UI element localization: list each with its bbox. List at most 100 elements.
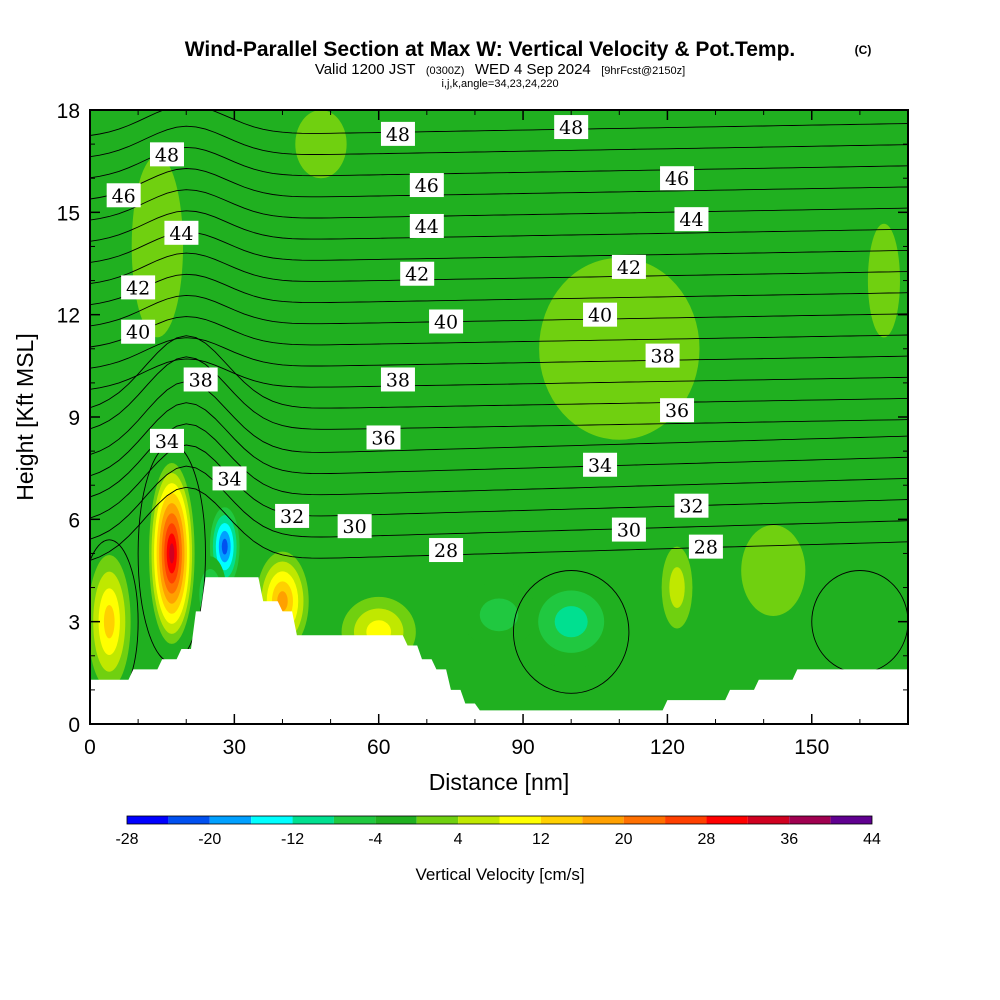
colorbar-swatch bbox=[168, 816, 210, 824]
theta-label-text: 38 bbox=[386, 369, 410, 391]
y-tick-label: 6 bbox=[68, 509, 80, 532]
theta-label-box bbox=[674, 493, 709, 518]
colorbar-swatch bbox=[292, 816, 334, 824]
theta-contour-label: 36 bbox=[660, 398, 695, 423]
theta-contour-line bbox=[90, 168, 908, 200]
velocity-feature bbox=[131, 155, 184, 338]
y-tick-label: 15 bbox=[57, 202, 80, 225]
colorbar-swatch bbox=[375, 816, 417, 824]
theta-contour-line bbox=[90, 402, 908, 477]
theta-label-box bbox=[275, 503, 310, 528]
velocity-feature bbox=[521, 574, 621, 669]
colorbar-swatch bbox=[127, 816, 169, 824]
theta-contour-label: 28 bbox=[688, 534, 723, 559]
copyright-mark: (C) bbox=[855, 43, 872, 57]
colorbar-swatch bbox=[706, 816, 748, 824]
theta-label-box bbox=[583, 302, 618, 327]
theta-contour-line bbox=[90, 252, 908, 285]
chart-title: Wind-Parallel Section at Max W: Vertical… bbox=[185, 38, 796, 61]
theta-contour-label: 46 bbox=[409, 173, 444, 198]
theta-contour-label: 40 bbox=[583, 302, 618, 327]
theta-label-text: 28 bbox=[434, 540, 458, 562]
theta-contour-label: 42 bbox=[400, 261, 435, 286]
y-tick-label: 12 bbox=[57, 305, 80, 328]
colorbar-frame bbox=[126, 815, 873, 825]
theta-label-text: 44 bbox=[169, 223, 193, 245]
colorbar-swatch bbox=[830, 816, 872, 824]
colorbar-swatch bbox=[209, 816, 252, 824]
theta-label-text: 32 bbox=[280, 506, 304, 528]
theta-contour-label: 38 bbox=[380, 367, 415, 392]
valid-prefix: Valid 1200 JST bbox=[315, 61, 416, 78]
plot-area: 48 48 48 46 46 46 44 44 44 42 42 42 40 40 40 38 38 38 36 36… bbox=[90, 110, 908, 724]
colorbar-tick-label: 28 bbox=[698, 831, 716, 848]
x-tick-label: 60 bbox=[367, 736, 390, 759]
velocity-level-fill bbox=[131, 155, 184, 338]
theta-label-text: 36 bbox=[665, 400, 689, 422]
velocity-feature bbox=[206, 499, 243, 594]
theta-contour-label: 38 bbox=[183, 367, 218, 392]
theta-contour-line bbox=[90, 273, 908, 306]
theta-contour-line bbox=[90, 358, 908, 390]
theta-contour-label: 30 bbox=[611, 517, 646, 542]
colorbar-tick-label: -20 bbox=[198, 831, 221, 848]
velocity-level-fill bbox=[741, 525, 806, 616]
colorbar-swatch bbox=[789, 816, 831, 824]
theta-label-box bbox=[149, 142, 184, 167]
theta-label-text: 34 bbox=[217, 468, 241, 490]
theta-label-box bbox=[554, 115, 589, 140]
theta-label-box bbox=[400, 261, 435, 286]
theta-label-text: 40 bbox=[126, 322, 150, 344]
theta-label-text: 34 bbox=[588, 455, 612, 477]
velocity-feature bbox=[90, 554, 131, 689]
colorbar: -28 -20 -12 -4 4 12 20 28 36 44 bbox=[115, 815, 881, 848]
colorbar-tick-label: -12 bbox=[281, 831, 304, 848]
theta-label-text: 40 bbox=[588, 305, 612, 327]
theta-contour-label: 48 bbox=[554, 115, 589, 140]
theta-contour-line bbox=[90, 110, 908, 136]
y-axis-label: Height [Kft MSL] bbox=[12, 333, 38, 500]
theta-contour-line bbox=[90, 337, 908, 369]
theta-label-box bbox=[366, 425, 401, 450]
theta-contour-label: 40 bbox=[121, 319, 156, 344]
section-params: i,j,k,angle=34,23,24,220 bbox=[441, 78, 558, 90]
theta-label-text: 30 bbox=[343, 516, 367, 538]
theta-contour-line bbox=[90, 210, 908, 242]
x-axis-label: Distance [nm] bbox=[429, 769, 570, 795]
theta-contour-label: 38 bbox=[645, 343, 680, 368]
theta-contour-line bbox=[90, 125, 908, 158]
theta-label-box bbox=[164, 220, 199, 245]
valid-date: WED 4 Sep 2024 bbox=[475, 61, 591, 78]
colorbar-tick-label: 12 bbox=[532, 831, 550, 848]
velocity-feature bbox=[295, 110, 347, 179]
theta-label-box bbox=[106, 183, 141, 208]
theta-label-box bbox=[183, 367, 218, 392]
theta-label-box bbox=[409, 173, 444, 198]
theta-contour-label: 36 bbox=[366, 425, 401, 450]
theta-contour-label: 32 bbox=[275, 503, 310, 528]
colorbar-swatch bbox=[251, 816, 293, 824]
theta-label-box bbox=[611, 517, 646, 542]
theta-label-text: 48 bbox=[559, 117, 583, 139]
theta-contour-label: 44 bbox=[164, 220, 199, 245]
theta-contour-label: 32 bbox=[674, 493, 709, 518]
theta-contour-label: 28 bbox=[429, 538, 464, 563]
theta-contour-line bbox=[90, 423, 908, 498]
colorbar-swatch bbox=[582, 816, 624, 824]
velocity-feature bbox=[539, 257, 700, 440]
theta-label-text: 46 bbox=[415, 175, 439, 197]
theta-contour-line bbox=[90, 356, 908, 430]
colorbar-tick-label: 20 bbox=[615, 831, 633, 848]
theta-contour-line bbox=[90, 335, 908, 409]
theta-contour-label: 46 bbox=[106, 183, 141, 208]
theta-contour-line bbox=[90, 189, 908, 221]
velocity-level-fill bbox=[479, 598, 519, 632]
theta-label-text: 48 bbox=[386, 124, 410, 146]
theta-contour-label: 30 bbox=[337, 514, 372, 539]
velocity-level-fill bbox=[539, 257, 700, 440]
theta-contour-line bbox=[90, 316, 908, 348]
y-tick-label: 18 bbox=[57, 100, 80, 123]
y-tick-label: 9 bbox=[68, 407, 80, 430]
theta-label-box bbox=[121, 275, 156, 300]
